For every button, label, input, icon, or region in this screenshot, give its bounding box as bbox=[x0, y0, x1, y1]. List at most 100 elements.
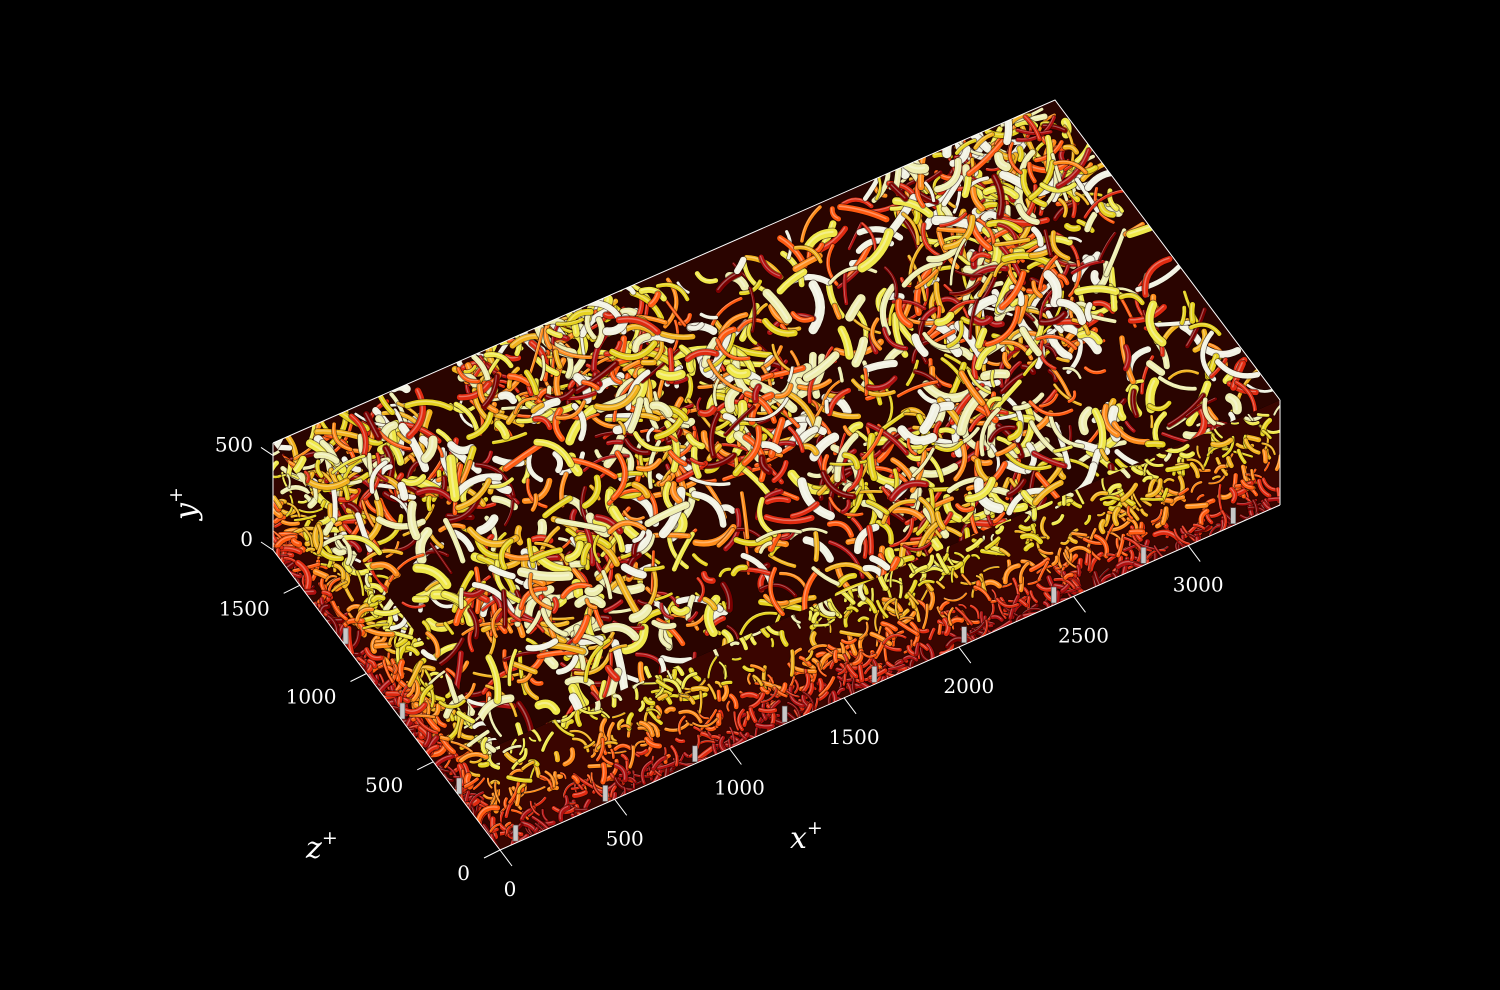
near-wall-vortex bbox=[571, 789, 589, 799]
near-wall-vortex bbox=[738, 730, 748, 741]
x-tick-mark bbox=[499, 849, 513, 867]
near-wall-vortex bbox=[1243, 437, 1262, 456]
near-wall-vortex bbox=[749, 663, 766, 673]
vortex-tube bbox=[567, 692, 584, 713]
vortex-tube bbox=[763, 495, 792, 506]
near-wall-vortex bbox=[817, 677, 825, 694]
near-wall-vortex bbox=[747, 706, 759, 725]
near-wall-vortex bbox=[1037, 547, 1055, 556]
near-wall-vortex bbox=[1272, 400, 1280, 417]
near-wall-vortex bbox=[479, 736, 489, 755]
near-wall-vortex bbox=[650, 754, 668, 772]
vortex-tube bbox=[1149, 414, 1155, 429]
near-wall-vortex bbox=[950, 567, 955, 584]
near-wall-vortex bbox=[1256, 412, 1271, 418]
near-wall-vortex bbox=[845, 663, 860, 680]
near-wall-vortex bbox=[982, 565, 1001, 573]
vortex-tube bbox=[614, 470, 644, 479]
near-wall-vortex bbox=[1256, 478, 1273, 499]
near-wall-vortex bbox=[366, 658, 378, 669]
near-wall-vortex bbox=[1230, 421, 1240, 426]
near-wall-vortex bbox=[370, 593, 387, 604]
near-wall-vortex bbox=[1120, 500, 1141, 522]
x-tick-mark bbox=[958, 646, 972, 664]
near-wall-vortex bbox=[927, 626, 937, 642]
z-tick-mark bbox=[416, 761, 434, 771]
near-wall-vortex bbox=[689, 685, 710, 693]
vortex-tube bbox=[1089, 269, 1103, 289]
vortex-tube bbox=[406, 499, 422, 541]
near-wall-vortex bbox=[1261, 428, 1273, 440]
near-wall-vortex bbox=[446, 713, 463, 741]
near-wall-vortex bbox=[970, 553, 981, 561]
near-wall-vortex bbox=[1172, 527, 1192, 546]
near-wall-vortex bbox=[502, 796, 509, 810]
near-wall-vortex bbox=[599, 761, 608, 786]
near-wall-vortex bbox=[361, 622, 390, 631]
near-wall-vortex bbox=[422, 729, 433, 749]
near-wall-vortex bbox=[1042, 590, 1055, 603]
z-tick-label: 500 bbox=[365, 773, 403, 797]
near-wall-vortex bbox=[474, 804, 500, 825]
vortex-tube bbox=[1083, 301, 1094, 323]
near-wall-vortex bbox=[1183, 501, 1210, 510]
near-wall-vortex bbox=[1028, 589, 1039, 604]
near-wall-vortex bbox=[1083, 513, 1092, 526]
near-wall-vortex bbox=[570, 774, 581, 785]
near-wall-vortex bbox=[396, 695, 404, 708]
x-tick-mark bbox=[1187, 545, 1201, 562]
vortex-tube bbox=[974, 326, 989, 350]
post bbox=[871, 666, 878, 683]
near-wall-vortex bbox=[691, 717, 719, 729]
near-wall-vortex bbox=[881, 633, 908, 646]
vortex-tube bbox=[411, 595, 430, 604]
near-wall-vortex bbox=[975, 574, 984, 583]
near-wall-vortex bbox=[1017, 598, 1029, 608]
z-tick-mark bbox=[483, 849, 501, 859]
near-wall-vortex bbox=[1122, 536, 1144, 553]
near-wall-vortex bbox=[717, 660, 728, 681]
near-wall-vortex bbox=[785, 689, 801, 699]
near-wall-vortex bbox=[1036, 560, 1050, 582]
near-wall-vortex bbox=[406, 659, 424, 689]
near-wall-vortex bbox=[1211, 474, 1222, 481]
near-wall-vortex bbox=[1098, 495, 1121, 502]
near-wall-vortex bbox=[1050, 554, 1060, 567]
vortex-tube bbox=[862, 367, 869, 397]
vortex-tube bbox=[1122, 343, 1132, 373]
near-wall-vortex bbox=[1260, 441, 1277, 456]
near-wall-vortex bbox=[482, 793, 494, 801]
near-wall-vortex bbox=[355, 569, 366, 597]
near-wall-vortex bbox=[802, 702, 814, 718]
near-wall-vortex bbox=[751, 673, 764, 687]
near-wall-vortex bbox=[273, 459, 280, 478]
near-wall-vortex bbox=[410, 678, 421, 703]
near-wall-vortex bbox=[983, 535, 1002, 551]
vortex-tube bbox=[866, 432, 878, 482]
near-wall-vortex bbox=[612, 693, 624, 702]
near-wall-vortex bbox=[935, 579, 946, 590]
near-wall-vortex bbox=[840, 637, 858, 646]
near-wall-vortex bbox=[804, 649, 815, 662]
near-wall-vortex bbox=[807, 609, 814, 622]
near-wall-vortex bbox=[1195, 493, 1206, 502]
near-wall-vortex bbox=[1217, 483, 1223, 511]
x-tick-label: 2500 bbox=[1058, 623, 1109, 647]
near-wall-vortex bbox=[612, 742, 633, 752]
vortex-tube bbox=[536, 518, 548, 539]
near-wall-vortex bbox=[913, 641, 921, 657]
vortex-tube bbox=[639, 358, 658, 367]
near-wall-vortex bbox=[896, 619, 920, 637]
y-tick-label: 500 bbox=[215, 432, 253, 456]
near-wall-vortex bbox=[326, 614, 341, 637]
near-wall-vortex bbox=[561, 746, 576, 768]
near-wall-vortex bbox=[396, 658, 406, 680]
near-wall-vortex bbox=[841, 672, 848, 687]
near-wall-vortex bbox=[908, 564, 929, 579]
near-wall-vortex bbox=[879, 620, 899, 633]
vortex-tube bbox=[935, 226, 968, 234]
near-wall-vortex bbox=[729, 640, 741, 647]
near-wall-vortex bbox=[637, 719, 656, 738]
near-wall-vortex bbox=[995, 596, 1020, 609]
vortex-tube bbox=[865, 524, 875, 557]
